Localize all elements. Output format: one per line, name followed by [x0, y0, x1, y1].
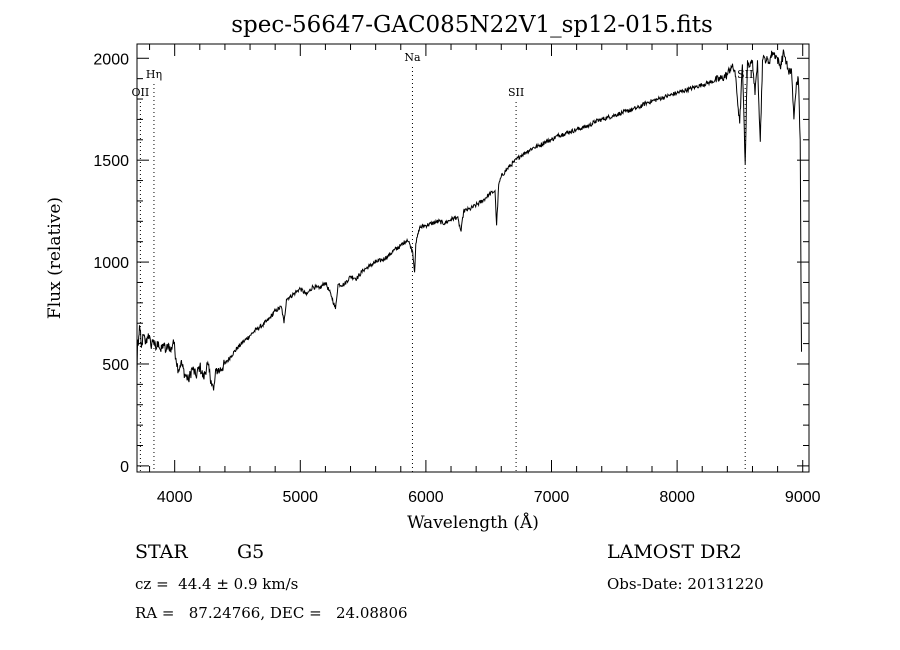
plot-frame	[136, 43, 810, 473]
line-label-1: Hη	[146, 68, 162, 81]
x-tick-label-5: 9000	[785, 489, 821, 506]
object-class: STAR	[135, 541, 188, 563]
y-axis-label: Flux (relative)	[45, 197, 65, 319]
spectrum-line	[136, 49, 802, 391]
y-tick-label-1: 500	[102, 357, 129, 374]
line-markers: OII Hη Na SII SII	[132, 51, 753, 472]
object-subclass: G5	[237, 541, 265, 563]
axis-ticks: 4000 5000 6000 7000 8000 9000 0 500 1000 1500 2000	[93, 44, 821, 506]
x-tick-label-4: 8000	[659, 489, 695, 506]
line-label-3: SII	[508, 86, 524, 99]
survey-name: LAMOST DR2	[607, 541, 742, 563]
coordinates-readout: RA = 87.24766, DEC = 24.08806	[135, 604, 408, 622]
x-tick-label-0: 4000	[157, 489, 193, 506]
y-tick-label-0: 0	[120, 459, 129, 476]
x-tick-label-2: 6000	[408, 489, 444, 506]
x-tick-label-3: 7000	[534, 489, 570, 506]
redshift-readout: cz = 44.4 ± 0.9 km/s	[135, 575, 299, 593]
y-tick-label-4: 2000	[93, 51, 129, 68]
x-tick-label-1: 5000	[282, 489, 318, 506]
chart-title: spec-56647-GAC085N22V1_sp12-015.fits	[231, 12, 713, 38]
y-tick-label-2: 1000	[93, 255, 129, 272]
line-label-4: SII	[737, 68, 753, 81]
x-axis-label: Wavelength (Å)	[407, 512, 539, 533]
line-label-2: Na	[404, 51, 421, 64]
observation-date: Obs-Date: 20131220	[607, 575, 764, 593]
line-label-0: OII	[132, 86, 150, 99]
y-tick-label-3: 1500	[93, 153, 129, 170]
